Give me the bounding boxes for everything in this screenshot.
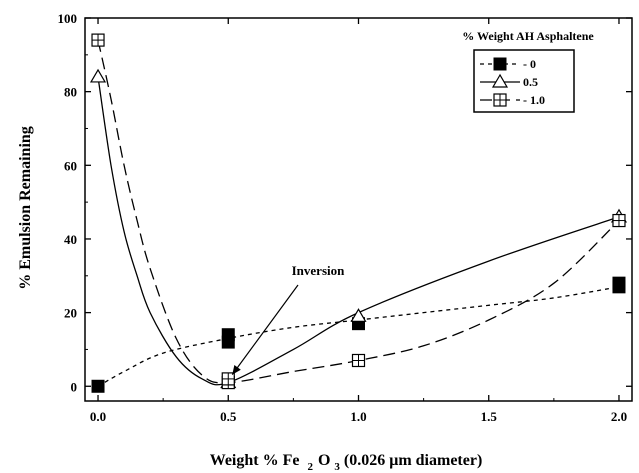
y-tick-label: 0 (71, 379, 78, 394)
x-axis-title-part-3: (0.026 μm diameter) (344, 452, 482, 469)
data-point-0 (612, 276, 626, 290)
data-point-0.5 (89, 68, 107, 83)
x-tick-label: 2.0 (611, 409, 627, 424)
series-line-1.0 (97, 39, 620, 384)
annotation-arrow (231, 284, 299, 375)
legend-marker-0.5 (491, 73, 509, 88)
legend-label-0: - 0 (523, 57, 536, 71)
series-curves (97, 39, 620, 387)
axis-ticks: 0.0 0.5 1.0 1.5 2.0 0 20 40 60 80 100 (58, 11, 632, 424)
annotations: Inversion (231, 263, 346, 375)
x-axis-title-part-2: O (318, 452, 330, 469)
x-tick-label: 0.5 (220, 409, 237, 424)
x-axis-title: Weight % Fe 2 O 3 (0.026 μm diameter) (210, 452, 483, 473)
y-tick-label: 20 (64, 306, 77, 321)
x-tick-label: 0.0 (90, 409, 106, 424)
data-point-0 (221, 328, 235, 342)
series-line-0.5 (97, 76, 620, 386)
legend-label-1.0: - 1.0 (523, 93, 545, 107)
y-tick-label: 40 (64, 232, 77, 247)
legend-marker-0 (493, 57, 507, 71)
legend-title: % Weight AH Asphaltene (462, 29, 594, 43)
data-point-1.0 (351, 353, 366, 368)
data-point-1.0 (612, 213, 626, 228)
legend-marker-1.0 (493, 93, 507, 107)
series-line-0 (97, 286, 620, 387)
x-tick-label: 1.5 (481, 409, 498, 424)
x-tick-label: 1.0 (350, 409, 366, 424)
x-axis-title-sub-1: 2 (307, 461, 313, 473)
y-axis-title: % Emulsion Remaining (17, 126, 34, 290)
annotation-label: Inversion (292, 263, 346, 278)
legend-label-0.5: 0.5 (523, 75, 538, 89)
series-markers (89, 33, 628, 393)
y-tick-label: 100 (58, 11, 78, 26)
data-point-0 (91, 379, 105, 393)
data-point-0.5 (350, 308, 367, 322)
x-axis-title-sub-2: 3 (334, 461, 340, 473)
x-axis-title-part-1: Weight % Fe (210, 452, 300, 469)
legend-box (473, 49, 575, 113)
data-point-1.0 (91, 33, 105, 47)
data-point-1.0 (221, 372, 235, 386)
y-tick-label: 60 (64, 158, 77, 173)
legend: % Weight AH Asphaltene - 0 0.5 - 1.0 (462, 29, 594, 113)
y-tick-label: 80 (64, 85, 77, 100)
annotation-arrowhead (232, 364, 241, 375)
